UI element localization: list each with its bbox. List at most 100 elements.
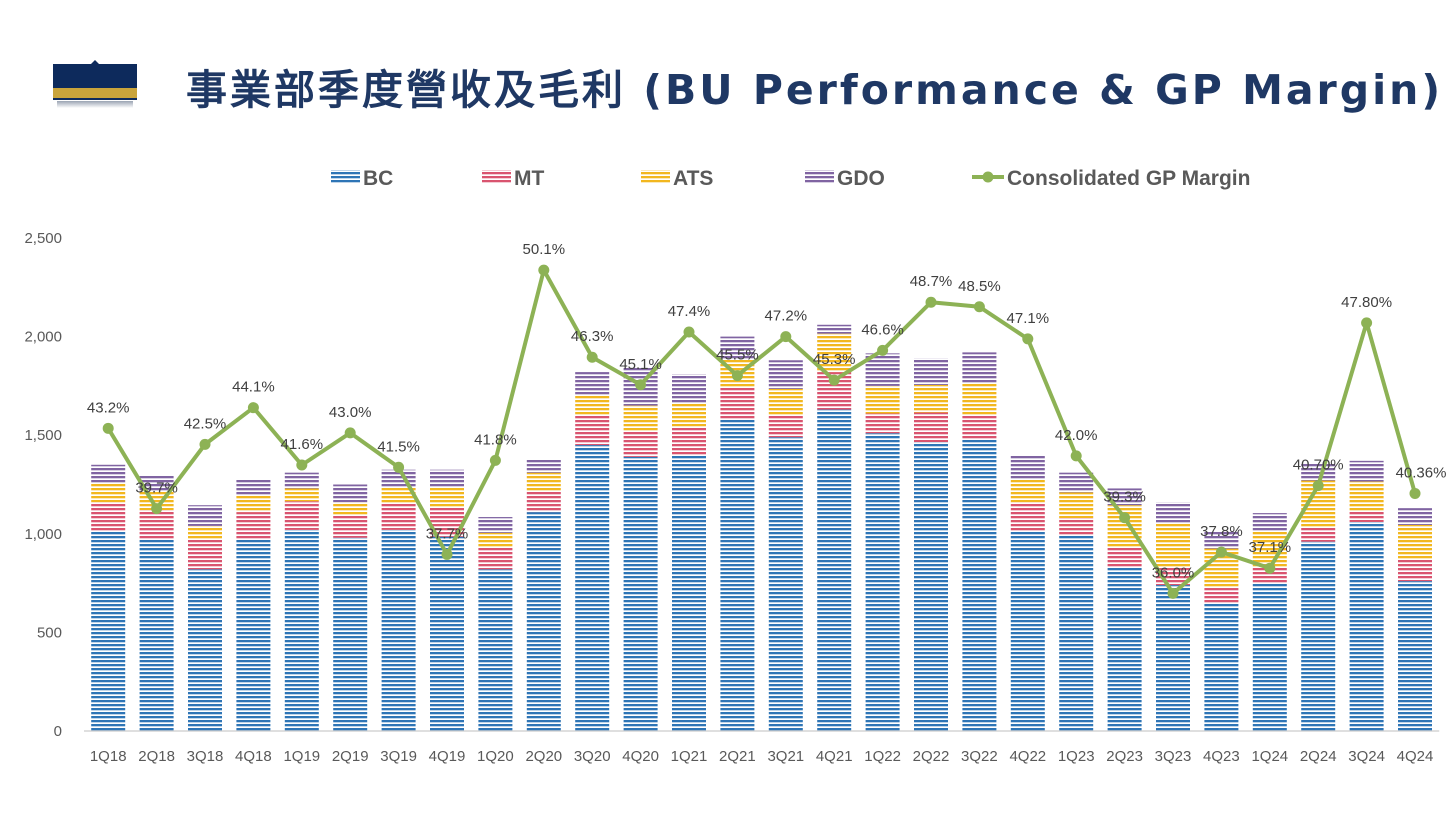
legend-swatch (805, 170, 834, 184)
bar-stack-1Q22 (865, 353, 900, 731)
bar-segment-gdo (575, 372, 610, 396)
bar-segment-bc (1204, 602, 1239, 731)
x-tick-label: 3Q22 (961, 748, 998, 765)
gp-margin-point (877, 344, 889, 356)
x-tick-label: 4Q19 (429, 748, 466, 765)
bar-segment-bc (914, 442, 948, 731)
bar-segment-ats (914, 384, 948, 413)
gp-margin-label: 45.1% (619, 356, 662, 373)
bar-segment-ats (1156, 522, 1190, 568)
legend-item-gdo: GDO (805, 167, 885, 190)
logo-shadow (57, 101, 133, 108)
gp-margin-point (344, 427, 356, 439)
gp-margin-label: 47.80% (1341, 294, 1392, 311)
bar-stack-4Q21 (817, 324, 852, 731)
x-tick-label: 3Q18 (187, 748, 224, 765)
bar-segment-bc (236, 538, 271, 731)
bar-segment-bc (720, 419, 755, 731)
bar-segment-mt (1010, 502, 1045, 532)
gp-margin-label: 47.4% (668, 303, 711, 320)
gp-margin-point (973, 301, 985, 313)
bar-stack-1Q18 (91, 464, 126, 731)
gp-margin-label: 41.5% (377, 438, 420, 455)
gp-margin-label: 42.0% (1055, 427, 1098, 444)
bar-segment-bc (1059, 535, 1094, 731)
gp-margin-label: 45.5% (716, 347, 759, 364)
legend-label: Consolidated GP Margin (1007, 167, 1250, 190)
bar-stack-4Q19 (430, 469, 464, 731)
bar-segment-ats (575, 395, 610, 416)
bar-segment-mt (139, 510, 174, 540)
gp-margin-point (151, 503, 163, 515)
x-axis: 1Q18 2Q18 3Q18 4Q18 1Q19 2Q19 3Q19 4Q19 1Q20 2Q20… (90, 748, 1434, 765)
gp-margin-point (441, 548, 453, 560)
bar-segment-mt (623, 431, 658, 457)
x-tick-label: 3Q24 (1348, 748, 1385, 765)
bar-segment-gdo (768, 360, 803, 389)
legend-item-mt: MT (482, 167, 544, 190)
bar-segment-ats (623, 405, 658, 432)
bar-segment-bc (333, 537, 368, 731)
bar-segment-bc (1156, 585, 1190, 731)
legend-marker (982, 171, 994, 183)
legend-label: GDO (837, 167, 885, 190)
bar-segment-gdo (672, 374, 706, 404)
legend-item-bc: BC (331, 167, 393, 190)
gp-margin-label: 43.0% (329, 404, 372, 421)
bar-segment-bc (526, 512, 561, 731)
bar-segment-bc (1398, 581, 1432, 731)
gp-margin-point (635, 379, 647, 391)
bar-segment-gdo (333, 484, 368, 503)
bar-segment-mt (1107, 547, 1142, 568)
x-tick-label: 2Q23 (1106, 748, 1143, 765)
legend-item-consolidated-gp-margin: Consolidated GP Margin (972, 167, 1250, 190)
gp-margin-line: 43.2% 39.7% 42.5% 44.1% 41.6% 43.0% 41.5% 37.7%… (87, 241, 1446, 599)
bar-segment-mt (1059, 518, 1094, 536)
gp-margin-label: 47.2% (765, 308, 808, 325)
bar-segment-gdo (1252, 513, 1287, 532)
gp-margin-point (538, 264, 550, 276)
bar-segment-ats (1398, 524, 1432, 560)
bar-segment-ats (526, 472, 561, 492)
bar-segment-ats (1107, 505, 1142, 548)
bar-segment-ats (381, 487, 416, 504)
bar-segment-mt (768, 415, 803, 438)
gp-margin-point (1167, 587, 1179, 599)
gp-margin-point (247, 402, 259, 414)
bar-stack-3Q19 (381, 469, 416, 731)
bar-segment-gdo (1107, 488, 1142, 506)
bar-segment-gdo (188, 505, 222, 526)
legend-swatch (641, 170, 670, 184)
gp-margin-label: 39.7% (135, 480, 178, 497)
bar-segment-bc (478, 569, 513, 731)
bar-segment-mt (914, 412, 948, 443)
bar-segment-mt (1252, 567, 1287, 584)
gp-margin-label: 37.8% (1200, 523, 1243, 540)
gp-margin-polyline (106, 268, 1417, 596)
bar-segment-mt (720, 387, 755, 420)
logo-gold-band (53, 88, 137, 98)
gp-margin-label: 48.7% (910, 273, 953, 290)
bar-stack-2Q19 (333, 484, 368, 731)
bar-stack-2Q21 (720, 336, 755, 731)
bar-segment-mt (188, 539, 222, 570)
y-tick-label: 1,000 (24, 526, 62, 543)
bar-segment-bc (381, 529, 416, 731)
x-tick-label: 2Q20 (525, 748, 562, 765)
bar-stack-4Q24 (1398, 508, 1432, 731)
x-tick-label: 2Q22 (913, 748, 950, 765)
bar-segment-ats (672, 403, 706, 427)
bar-segment-gdo (1156, 502, 1190, 523)
bar-stack-4Q23 (1204, 530, 1239, 731)
x-tick-label: 1Q19 (283, 748, 320, 765)
bar-segment-gdo (236, 479, 271, 496)
bar-segment-gdo (962, 352, 997, 384)
bar-segment-bc (817, 409, 852, 731)
logo-base-line (53, 98, 137, 100)
bar-segment-bc (1252, 583, 1287, 731)
bar-segment-mt (1301, 526, 1336, 542)
bar-stack-4Q18 (236, 479, 271, 731)
bar-segment-ats (430, 486, 464, 508)
company-logo (53, 60, 137, 108)
